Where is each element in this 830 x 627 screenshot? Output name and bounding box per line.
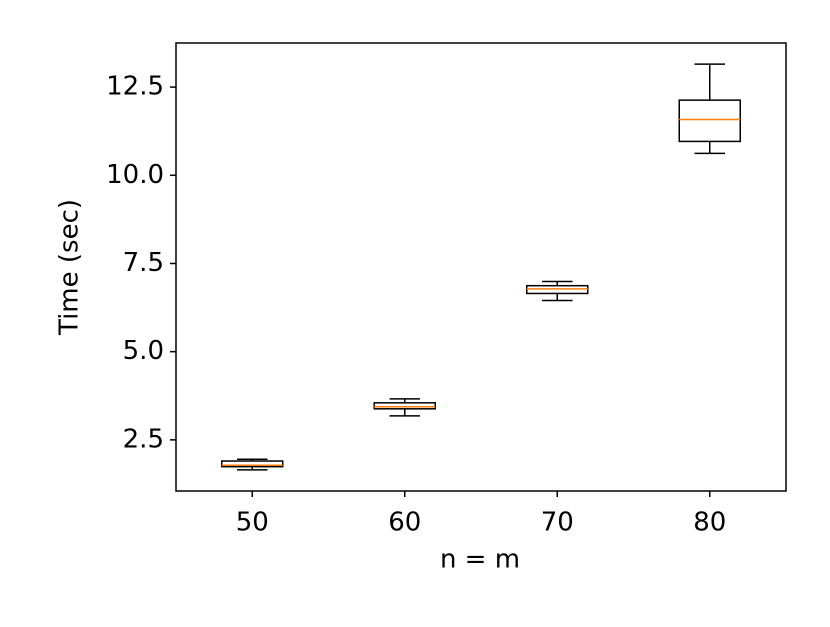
y-tick-label: 7.5 [123,248,164,278]
y-tick-label: 2.5 [123,424,164,454]
y-axis-label: Time (sec) [55,199,85,336]
x-axis-label: n = m [440,545,520,575]
x-tick-label: 60 [388,508,421,538]
y-tick-label: 5.0 [123,336,164,366]
box [221,460,284,468]
box [373,402,436,410]
y-tick-label: 10.0 [106,160,164,190]
x-tick-label: 70 [541,508,574,538]
x-tick-label: 50 [236,508,269,538]
x-tick-label: 80 [693,508,726,538]
y-tick-label: 12.5 [106,72,164,102]
plot-frame [175,42,787,492]
box [678,99,741,143]
